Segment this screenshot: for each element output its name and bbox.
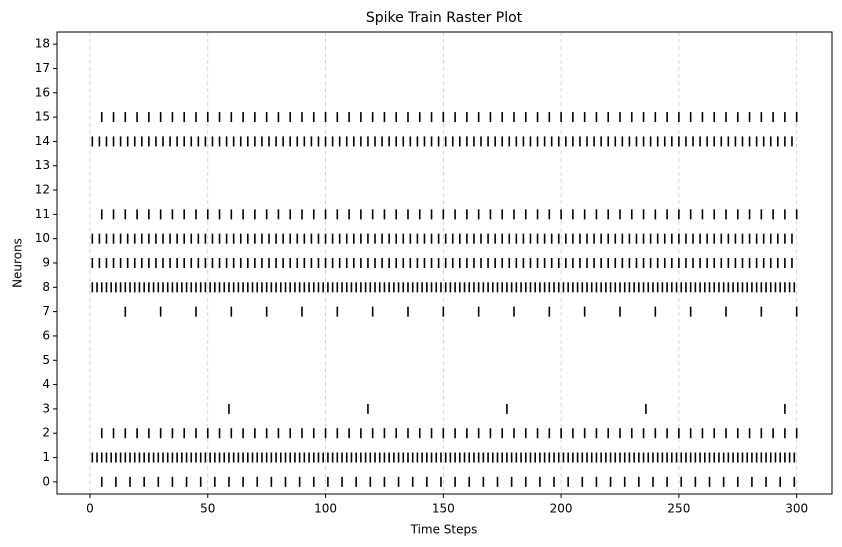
y-tick-label: 13 (35, 158, 50, 172)
y-tick-label: 3 (42, 401, 50, 415)
y-tick-label: 7 (42, 304, 50, 318)
x-tick-label: 150 (432, 502, 455, 516)
x-tick-label: 300 (785, 502, 808, 516)
x-axis-label: Time Steps (410, 523, 478, 537)
chart-title: Spike Train Raster Plot (366, 10, 523, 26)
y-tick-label: 9 (42, 256, 50, 270)
y-axis-label: Neurons (11, 238, 25, 288)
y-tick-label: 8 (42, 280, 50, 294)
grid (89, 32, 798, 494)
plot-frame (56, 31, 833, 495)
spikes (91, 112, 798, 487)
y-tick-label: 2 (42, 426, 50, 440)
y-tick-label: 0 (42, 474, 50, 488)
y-tick-label: 15 (35, 110, 50, 124)
y-tick-label: 11 (35, 207, 50, 221)
x-tick-label: 100 (314, 502, 337, 516)
y-tick-label: 12 (35, 183, 50, 197)
y-tick-label: 18 (35, 37, 50, 51)
y-tick-label: 6 (42, 328, 50, 342)
x-tick-label: 0 (86, 502, 94, 516)
y-tick-label: 1 (42, 450, 50, 464)
y-tick-label: 17 (35, 61, 50, 75)
x-tick-label: 50 (200, 502, 215, 516)
y-tick-label: 4 (42, 377, 50, 391)
y-tick-label: 5 (42, 353, 50, 367)
y-tick-label: 14 (35, 134, 50, 148)
y-tick-label: 10 (35, 231, 50, 245)
x-tick-label: 250 (667, 502, 690, 516)
x-tick-label: 200 (550, 502, 573, 516)
y-tick-label: 16 (35, 85, 50, 99)
